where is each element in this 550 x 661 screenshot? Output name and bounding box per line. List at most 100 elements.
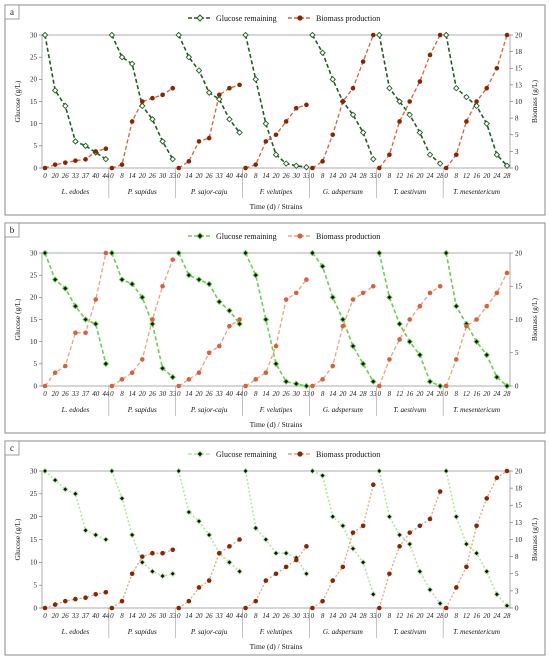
group-2: 0 14 20 26 33 40 44 P. sajor-caju bbox=[175, 31, 244, 198]
biomass-point bbox=[304, 102, 309, 108]
glucose-point bbox=[293, 162, 300, 170]
ytick-left-label: 5 bbox=[34, 360, 38, 368]
xtick-label: 0 bbox=[177, 612, 181, 620]
group-0: 0 20 26 33 37 40 44 L. edodes bbox=[41, 249, 110, 414]
xlabel: Time (d) / Strains bbox=[250, 420, 303, 429]
xtick-label: 20 bbox=[339, 612, 347, 620]
ytick-right-label: 18 bbox=[515, 485, 523, 493]
glucose-point bbox=[185, 271, 193, 279]
glucose-line bbox=[312, 470, 375, 595]
glucose-point bbox=[118, 495, 126, 502]
xtick-label: 33 bbox=[71, 390, 80, 398]
glucose-point bbox=[175, 249, 182, 257]
group-3: 0 8 14 20 26 30 33 F. velutipes bbox=[242, 31, 310, 198]
glucose-point bbox=[339, 522, 347, 530]
biomass-point bbox=[170, 85, 176, 91]
glucose-point bbox=[282, 549, 290, 557]
glucose-point bbox=[359, 360, 367, 368]
xtick-label: 0 bbox=[43, 612, 47, 620]
biomass-point bbox=[464, 564, 469, 570]
biomass-point bbox=[330, 578, 336, 583]
biomass-point bbox=[417, 303, 423, 309]
glucose-point bbox=[406, 540, 413, 548]
xtick-label: 37 bbox=[81, 612, 90, 620]
biomass-line bbox=[378, 285, 441, 387]
glucose-point bbox=[303, 570, 310, 577]
xtick-label: 14 bbox=[185, 612, 193, 620]
glucose-point bbox=[149, 320, 156, 328]
ytick-right-label: 20 bbox=[515, 31, 523, 39]
legend-glucose-marker bbox=[196, 450, 204, 458]
biomass-point bbox=[227, 544, 232, 549]
biomass-point bbox=[330, 363, 336, 369]
xtick-label: 44 bbox=[236, 390, 244, 398]
biomass-point bbox=[360, 290, 366, 296]
ytick-right-label: 13 bbox=[515, 81, 523, 89]
xtick-label: 8 bbox=[455, 390, 459, 398]
biomass-point bbox=[350, 297, 356, 302]
legend-biomass-marker bbox=[297, 233, 303, 239]
ytick-right-label: 5 bbox=[515, 570, 519, 578]
biomass-point bbox=[129, 571, 135, 577]
xtick-label: 26 bbox=[62, 172, 70, 180]
biomass-point bbox=[397, 119, 402, 124]
xtick-label: 8 bbox=[254, 172, 258, 180]
biomass-line bbox=[178, 84, 240, 169]
biomass-point bbox=[196, 370, 202, 376]
xtick-label: 0 bbox=[311, 612, 315, 620]
group-6: 0 8 12 16 20 24 28 T. mesentericum bbox=[442, 31, 511, 198]
legend-glucose-label: Glucose remaining bbox=[216, 232, 277, 241]
ytick-right-label: 5 bbox=[515, 349, 519, 357]
xtick-label: 40 bbox=[226, 390, 234, 398]
biomass-point bbox=[237, 537, 242, 542]
xtick-label: 0 bbox=[444, 612, 448, 620]
ytick-right-label: 10 bbox=[515, 536, 523, 544]
xtick-label: 0 bbox=[378, 612, 382, 620]
biomass-point bbox=[443, 383, 449, 389]
glucose-point bbox=[62, 486, 69, 493]
biomass-point bbox=[437, 283, 443, 289]
xtick-label: 26 bbox=[149, 390, 157, 398]
glucose-point bbox=[376, 249, 383, 257]
xtick-label: 8 bbox=[388, 390, 392, 398]
biomass-point bbox=[310, 605, 315, 611]
xtick-label: 24 bbox=[493, 390, 501, 398]
glucose-point bbox=[503, 382, 511, 390]
glucose-point bbox=[416, 568, 424, 575]
ytick-left-label: 5 bbox=[34, 142, 38, 150]
biomass-point bbox=[196, 139, 202, 144]
xtick-label: 20 bbox=[483, 172, 491, 180]
glucose-point bbox=[262, 536, 270, 543]
xtick-label: 26 bbox=[283, 390, 291, 398]
xtick-label: 24 bbox=[427, 390, 435, 398]
biomass-point bbox=[283, 119, 289, 124]
glucose-point bbox=[108, 467, 116, 475]
biomass-point bbox=[52, 370, 58, 376]
xtick-label: 20 bbox=[52, 390, 60, 398]
biomass-point bbox=[504, 468, 510, 474]
glucose-point bbox=[205, 531, 213, 539]
glucose-point bbox=[473, 338, 480, 345]
biomass-point bbox=[253, 162, 259, 167]
glucose-point bbox=[175, 31, 182, 39]
ytick-left-label: 0 bbox=[34, 604, 38, 612]
biomass-point bbox=[243, 383, 248, 389]
biomass-point bbox=[62, 160, 68, 165]
xtick-label: 28 bbox=[504, 612, 512, 620]
ytick-left-label: 25 bbox=[30, 272, 38, 280]
biomass-point bbox=[293, 557, 299, 563]
strain-label: G. adspersum bbox=[323, 188, 363, 196]
xtick-label: 33 bbox=[215, 612, 224, 620]
biomass-point bbox=[237, 317, 242, 322]
ytick-left-label: 25 bbox=[30, 54, 38, 62]
biomass-point bbox=[310, 383, 315, 389]
xtick-label: 33 bbox=[215, 172, 224, 180]
legend-glucose-marker bbox=[196, 232, 204, 240]
biomass-point bbox=[484, 303, 490, 309]
xtick-label: 16 bbox=[406, 390, 414, 398]
glucose-point bbox=[118, 53, 126, 61]
biomass-point bbox=[427, 516, 433, 522]
biomass-point bbox=[273, 343, 279, 349]
ytick-right-label: 3 bbox=[515, 148, 519, 156]
glucose-point bbox=[72, 138, 79, 145]
